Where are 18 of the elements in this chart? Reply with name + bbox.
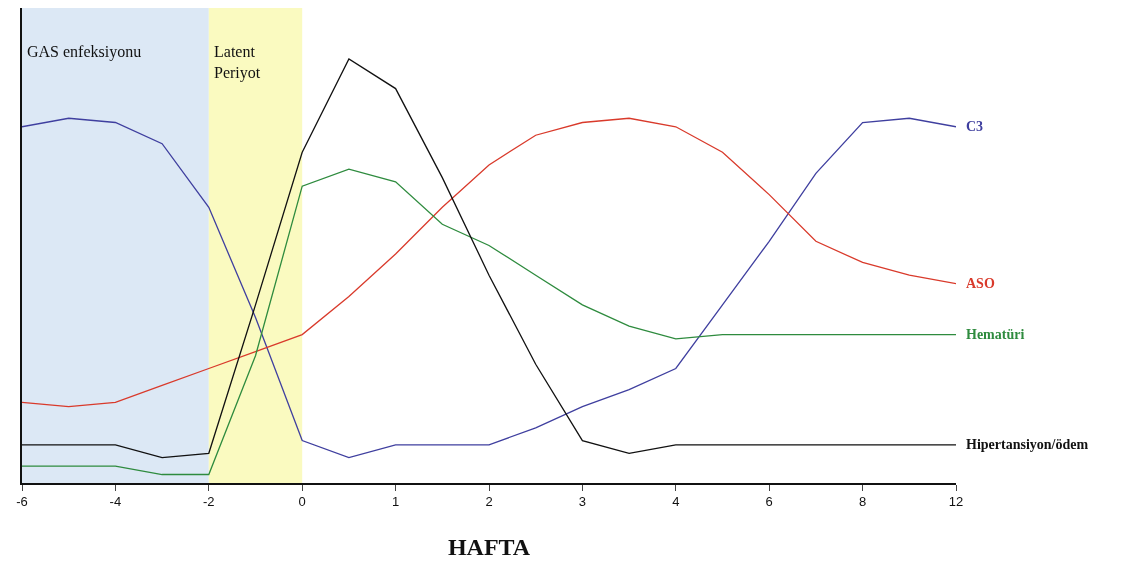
band-label: GAS enfeksiyonu	[27, 43, 142, 61]
band-label: Latent Periyot	[214, 43, 261, 82]
series-label: C3	[966, 119, 984, 134]
x-tick-label: 0	[298, 494, 306, 510]
x-axis-title: HAFTA	[447, 534, 531, 561]
x-tick-label: 6	[765, 494, 773, 510]
x-tick-label: -2	[203, 494, 215, 510]
x-tick-label: 8	[858, 494, 867, 510]
x-tick-label: 2	[485, 494, 493, 510]
x-tick-label: -6	[16, 494, 28, 510]
series-label: Hipertansiyon/ödem	[966, 437, 1089, 452]
x-tick-label: -4	[109, 494, 122, 510]
x-tick-label: 1	[391, 494, 400, 510]
series-label: ASO	[966, 276, 995, 291]
series-label: Hematüri	[966, 327, 1025, 342]
x-tick-label: 4	[672, 494, 680, 510]
x-tick-label: 12	[948, 494, 964, 510]
x-tick-label: 3	[578, 494, 587, 510]
